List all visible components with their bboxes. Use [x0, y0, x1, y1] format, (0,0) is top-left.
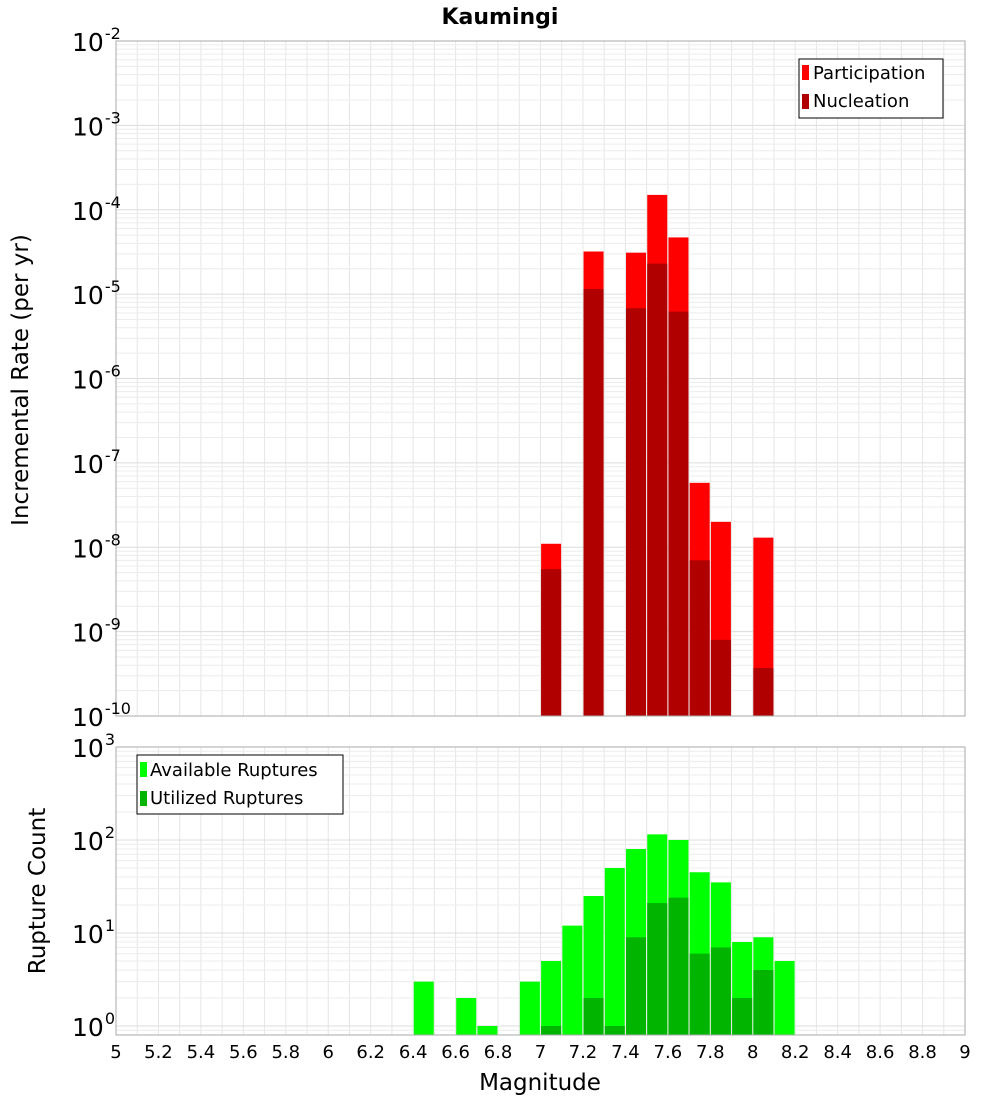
x-tick-label: 7.2	[569, 1042, 598, 1063]
top-bars	[541, 194, 774, 716]
bottom-bar-available-ruptures	[477, 1025, 498, 1035]
x-tick-label: 5.8	[271, 1042, 300, 1063]
bottom-bar-available-ruptures	[456, 997, 477, 1035]
x-tick-label: 7.4	[611, 1042, 640, 1063]
bottom-bar-utilized-ruptures	[732, 997, 753, 1035]
top-y-axis-label: Incremental Rate (per yr)	[8, 234, 34, 526]
top-y-tick-label: 10-5	[72, 277, 121, 310]
x-tick-label: 5	[110, 1042, 121, 1063]
top-bar-nucleation	[668, 311, 689, 716]
x-tick-label: 7	[535, 1042, 546, 1063]
top-bar-nucleation	[689, 560, 710, 716]
bottom-y-tick-label: 102	[72, 823, 115, 856]
top-y-tick-label: 10-4	[72, 193, 121, 226]
bottom-bars	[413, 834, 795, 1035]
top-y-tick-label: 10-2	[72, 24, 121, 57]
bottom-y-axis-label: Rupture Count	[25, 808, 51, 974]
bottom-legend-box	[136, 754, 344, 815]
bottom-bar-available-ruptures	[604, 867, 625, 1035]
legend-label-available: Available Ruptures	[150, 760, 318, 781]
x-ticks: 5 5.2 5.4 5.6 5.8 6 6.2 6.4 6.6 6.8 7 7.2 7.4 7.6 7.8 8…	[110, 1042, 970, 1063]
top-y-tick-label: 10-6	[72, 362, 121, 395]
x-tick-label: 9	[959, 1042, 970, 1063]
top-bar-nucleation	[626, 308, 647, 716]
top-plot-border	[115, 40, 966, 717]
bottom-bar-available-ruptures	[519, 981, 540, 1035]
x-tick-label: 5.4	[187, 1042, 216, 1063]
top-gridlines	[115, 41, 966, 717]
legend-label-participation: Participation	[813, 63, 925, 84]
legend-label-utilized: Utilized Ruptures	[150, 788, 303, 809]
x-tick-label: 8.8	[908, 1042, 937, 1063]
legend-swatch-nucleation	[802, 94, 809, 109]
legend-swatch-participation	[802, 65, 809, 80]
bottom-bar-utilized-ruptures	[689, 953, 710, 1035]
top-bar-nucleation	[541, 569, 562, 716]
x-tick-label: 6	[323, 1042, 334, 1063]
x-tick-label: 5.6	[229, 1042, 258, 1063]
x-tick-label: 7.6	[654, 1042, 683, 1063]
bottom-bar-available-ruptures	[774, 960, 795, 1035]
x-tick-label: 8.2	[781, 1042, 810, 1063]
bottom-legend: Available Ruptures Utilized Ruptures	[136, 754, 344, 815]
bottom-bar-utilized-ruptures	[710, 947, 731, 1035]
bottom-y-ticks: 100 101 102 103	[72, 730, 115, 1042]
top-y-ticks: 10-10 10-9 10-8 10-7 10-6 10-5 10-4 10-3 10-2	[72, 24, 131, 732]
bottom-bar-utilized-ruptures	[604, 1025, 625, 1035]
x-tick-label: 8.6	[866, 1042, 895, 1063]
legend-label-nucleation: Nucleation	[813, 91, 909, 112]
top-y-tick-label: 10-9	[72, 615, 121, 648]
bottom-y-tick-label: 101	[72, 916, 115, 949]
bottom-bar-utilized-ruptures	[541, 1025, 562, 1035]
top-bar-nucleation	[710, 639, 731, 716]
x-axis-label: Magnitude	[479, 1070, 601, 1096]
bottom-bar-utilized-ruptures	[647, 903, 668, 1035]
bottom-bar-utilized-ruptures	[583, 997, 604, 1035]
x-tick-label: 6.4	[399, 1042, 428, 1063]
top-legend-box	[798, 58, 944, 119]
bottom-plot-border	[115, 746, 966, 1036]
x-tick-label: 6.6	[441, 1042, 470, 1063]
top-y-tick-label: 10-8	[72, 530, 121, 563]
bottom-bar-utilized-ruptures	[668, 897, 689, 1035]
x-tick-label: 8.4	[823, 1042, 852, 1063]
bottom-bar-available-ruptures	[541, 960, 562, 1035]
x-tick-label: 7.8	[696, 1042, 725, 1063]
top-bar-nucleation	[753, 668, 774, 716]
x-tick-label: 5.2	[144, 1042, 173, 1063]
legend-swatch-utilized	[140, 791, 147, 806]
top-bar-nucleation	[583, 289, 604, 716]
bottom-bar-available-ruptures	[562, 925, 583, 1035]
top-bar-nucleation	[647, 263, 668, 716]
bottom-y-tick-label: 103	[72, 730, 115, 763]
legend-swatch-available	[140, 762, 147, 777]
top-y-tick-label: 10-3	[72, 108, 121, 141]
top-legend: Participation Nucleation	[798, 58, 944, 119]
top-y-tick-label: 10-10	[72, 699, 131, 732]
bottom-bar-available-ruptures	[413, 981, 434, 1035]
top-y-tick-label: 10-7	[72, 446, 121, 479]
chart-title: Kaumingi	[442, 5, 559, 30]
x-tick-label: 6.8	[484, 1042, 513, 1063]
bottom-bar-utilized-ruptures	[753, 969, 774, 1035]
bottom-y-tick-label: 100	[72, 1009, 115, 1042]
x-tick-label: 6.2	[356, 1042, 385, 1063]
x-tick-label: 8	[747, 1042, 758, 1063]
bottom-bar-utilized-ruptures	[626, 937, 647, 1035]
